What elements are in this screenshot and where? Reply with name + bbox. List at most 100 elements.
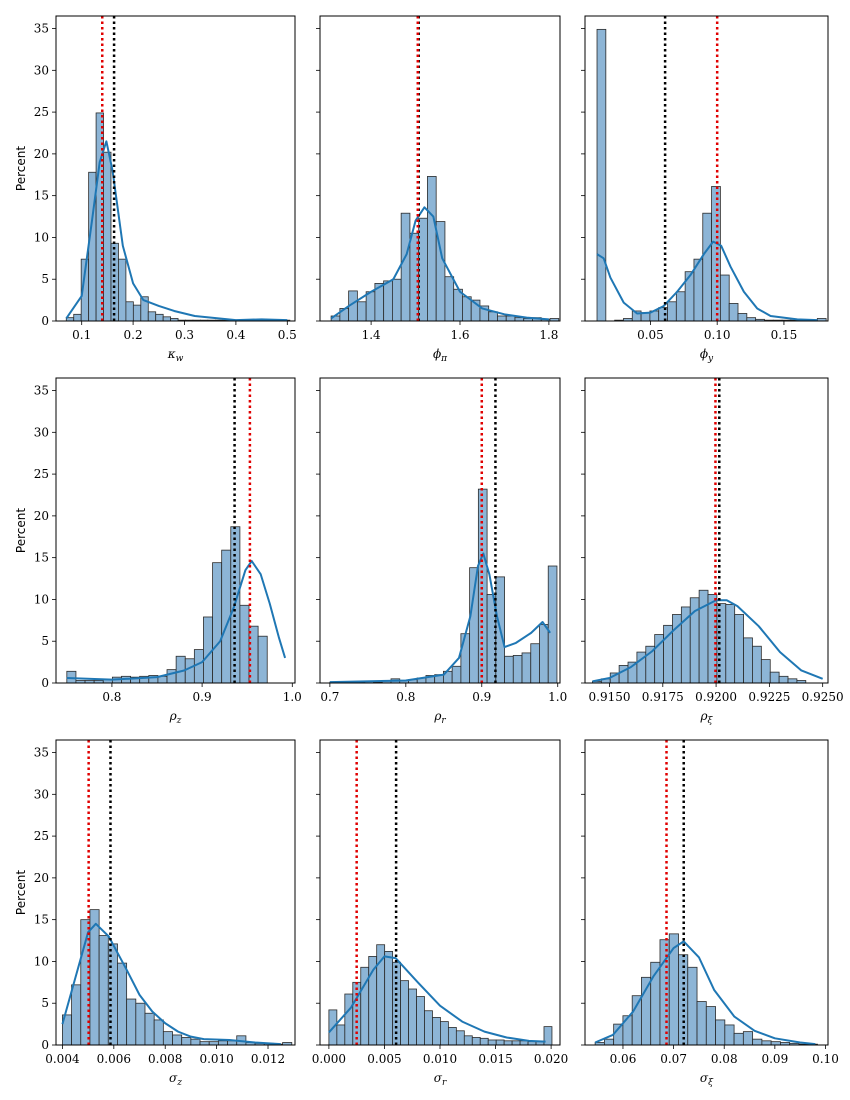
histogram-bar <box>752 645 762 684</box>
x-tick-label: 1.6 <box>450 328 469 342</box>
histogram-bar <box>521 652 532 684</box>
histogram-bar <box>451 665 462 684</box>
histogram-bar <box>418 217 428 322</box>
histogram-bar <box>631 995 642 1046</box>
histogram-bar <box>596 28 607 322</box>
histogram-bar <box>733 1032 744 1046</box>
histogram-bar <box>432 1017 441 1046</box>
x-axis-label-symbol: ρ <box>433 709 441 723</box>
x-axis-label-symbol: σ <box>434 1071 443 1085</box>
x-axis-label-subscript: r <box>442 1078 447 1088</box>
histogram-bar <box>453 288 463 322</box>
histogram-bar <box>667 301 677 322</box>
y-tick-label: 30 <box>34 63 49 77</box>
histogram-bar <box>770 1041 781 1046</box>
axes-frame <box>55 739 296 1046</box>
histogram-bar <box>460 633 471 684</box>
x-tick-label: 0.10 <box>812 1052 839 1066</box>
panel-rho_r: 0.7 0.8 0.9 1.0 ρr <box>316 377 567 726</box>
y-tick-label: 10 <box>34 954 49 968</box>
histogram-bar <box>408 988 417 1046</box>
histogram-bar <box>622 1015 633 1046</box>
x-tick-label: 0.9250 <box>802 690 844 704</box>
kde-curve <box>328 955 546 1043</box>
x-axis-label-symbol: ρ <box>169 709 177 723</box>
histogram-bar <box>155 313 164 322</box>
x-tick-label: 1.4 <box>362 328 381 342</box>
histogram-bar <box>166 669 177 684</box>
y-tick-label: 35 <box>34 384 49 398</box>
histogram-bar <box>618 665 629 684</box>
histogram-bar <box>147 311 157 322</box>
histogram-bar <box>427 176 437 322</box>
histogram-bar <box>495 1039 505 1046</box>
histogram-bar <box>778 675 789 684</box>
histogram-bar <box>530 643 540 684</box>
x-axis-label: ρr <box>433 709 446 726</box>
x-axis-label-symbol: κ <box>167 347 176 361</box>
y-tick-label: 25 <box>34 467 49 481</box>
histogram-bar <box>787 678 798 684</box>
histogram-bar <box>505 315 516 322</box>
x-tick-label: 0.9150 <box>589 690 631 704</box>
histogram-bar <box>512 655 523 684</box>
x-axis-label-subscript: z <box>176 716 182 726</box>
x-tick-label: 0.015 <box>478 1052 512 1066</box>
x-tick-label: 0.9 <box>472 690 491 704</box>
y-tick-label: 35 <box>34 22 49 36</box>
x-axis-label: σξ <box>700 1071 714 1088</box>
histogram-bar <box>103 151 112 322</box>
y-tick-label: 15 <box>34 913 49 927</box>
y-tick-label: 20 <box>34 509 49 523</box>
histogram-bar <box>135 1002 146 1046</box>
histogram-bar <box>383 280 393 322</box>
x-tick-label: 0.2 <box>124 328 143 342</box>
histogram-bar <box>98 935 109 1046</box>
x-tick-label: 0.3 <box>175 328 194 342</box>
histogram-bar <box>687 966 698 1046</box>
histogram-bar <box>469 567 479 684</box>
x-tick-label: 0.10 <box>704 328 731 342</box>
x-tick-label: 0.9175 <box>642 690 684 704</box>
histogram-bar <box>400 980 409 1046</box>
x-tick-label: 0.010 <box>199 1052 233 1066</box>
histogram-bar <box>424 1010 433 1046</box>
x-axis-label-subscript: y <box>707 354 714 364</box>
panel-phi_pi: 1.4 1.6 1.8 ϕπ <box>316 15 561 364</box>
histogram-bar <box>503 1040 513 1046</box>
histogram-bar <box>447 1027 457 1046</box>
y-axis-label: Percent <box>14 508 28 553</box>
panel-phi_y: 0.05 0.10 0.15 ϕy <box>581 15 829 364</box>
panel-sigma_xi: 0.06 0.07 0.08 0.09 0.10 σξ <box>581 739 839 1088</box>
x-axis-label: ρz <box>169 709 182 726</box>
y-tick-label: 25 <box>34 829 49 843</box>
y-tick-label: 0 <box>41 1038 49 1052</box>
x-tick-label: 0.08 <box>711 1052 738 1066</box>
histogram-bar <box>118 258 127 322</box>
histogram-bar <box>199 1041 210 1046</box>
x-tick-label: 1.8 <box>539 328 558 342</box>
histogram-bar <box>257 635 268 684</box>
axes-frame <box>584 739 829 1046</box>
axes-frame <box>55 377 296 684</box>
histogram-bar <box>463 1035 473 1046</box>
y-axis-label: Percent <box>14 146 28 191</box>
kde-curve <box>330 206 549 321</box>
histogram-bar <box>162 1031 173 1046</box>
y-tick-label: 35 <box>34 746 49 760</box>
histogram-bar <box>444 276 455 322</box>
histogram-bar <box>737 313 748 322</box>
kde-curve <box>594 940 816 1046</box>
histogram-bar <box>71 984 82 1046</box>
histogram-bar <box>203 616 213 684</box>
kde-curve <box>65 140 288 322</box>
x-tick-label: 0.05 <box>637 328 664 342</box>
x-axis-label-symbol: ϕ <box>700 347 708 361</box>
histogram-bar <box>384 951 394 1046</box>
x-axis-label: σr <box>434 1071 447 1088</box>
y-tick-label: 20 <box>34 871 49 885</box>
histogram-bar <box>715 1019 726 1046</box>
x-tick-label: 0.7 <box>320 690 339 704</box>
x-axis-label-symbol: σ <box>169 1071 178 1085</box>
x-tick-label: 0.1 <box>72 328 91 342</box>
